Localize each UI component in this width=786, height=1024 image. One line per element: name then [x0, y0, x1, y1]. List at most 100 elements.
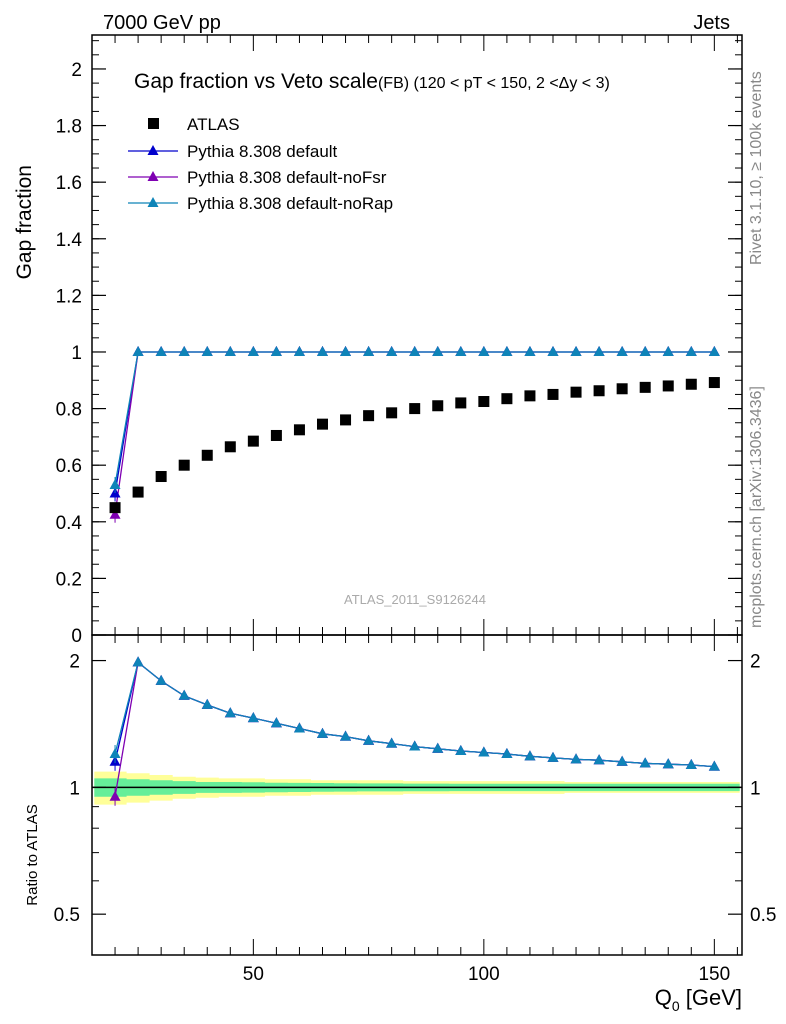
legend-label-nofsr: Pythia 8.308 default-noFsr [187, 168, 387, 187]
ratio-y-tick-label-right: 0.5 [750, 905, 776, 926]
ratio-point-noRap [662, 758, 674, 769]
ratio-point-noRap [524, 750, 536, 761]
main-y-tick-label: 1.4 [56, 230, 83, 251]
main-point-noRap [340, 345, 352, 356]
ratio-series-line-noRap [114, 661, 715, 768]
main-series-line-noFsr [114, 351, 715, 515]
main-point-atlas [270, 429, 282, 441]
main-point-noRap [639, 345, 651, 356]
ratio-point-noRap [247, 712, 259, 723]
main-point-noRap [224, 345, 236, 356]
main-y-tick-label: 0.6 [56, 456, 82, 477]
main-point-atlas [340, 414, 352, 426]
ratio-point-noRap [685, 759, 697, 770]
main-point-noRap [524, 345, 536, 356]
ratio-point-noRap [570, 753, 582, 764]
ratio-point-noRap [201, 698, 213, 709]
ratio-point-noRap [547, 751, 559, 762]
main-point-noRap [409, 345, 421, 356]
main-point-atlas [178, 459, 190, 471]
main-point-atlas [155, 471, 167, 483]
mcplots-credit-label: mcplots.cern.ch [arXiv:1306.3436] [748, 386, 765, 628]
main-point-atlas [293, 424, 305, 436]
main-point-atlas [547, 388, 559, 400]
main-point-noRap [593, 345, 605, 356]
main-point-noRap [178, 345, 190, 356]
main-point-noRap [547, 345, 559, 356]
ratio-point-noRap [639, 757, 651, 768]
ratio-point-noRap [616, 755, 628, 766]
main-point-noRap [247, 345, 259, 356]
main-point-atlas [386, 407, 398, 419]
ratio-y-tick-label: 2 [69, 652, 80, 673]
x-axis-label: Q0 [GeV] [655, 985, 742, 1014]
ratio-point-noRap [386, 737, 398, 748]
main-point-noRap [455, 345, 467, 356]
main-point-atlas [570, 386, 582, 398]
main-point-atlas [201, 449, 213, 461]
x-tick-label: 100 [468, 964, 500, 985]
legend-label-atlas: ATLAS [187, 115, 240, 134]
legend-marker-atlas [148, 118, 159, 129]
main-point-atlas [224, 441, 236, 453]
legend-marker-nofsr [147, 171, 159, 181]
main-y-axis-label: Gap fraction [13, 165, 36, 279]
main-point-atlas [639, 381, 651, 393]
main-panel: 0 0.2 0.4 0.6 0.8 1 1.2 1.4 1.6 1.8 2 [56, 35, 742, 647]
ratio-y-axis-label: Ratio to ATLAS [24, 804, 41, 905]
x-tick-label: 150 [698, 964, 730, 985]
ratio-point-noRap [224, 707, 236, 718]
main-point-noRap [363, 345, 375, 356]
x-axis-label-subscript: 0 [672, 998, 680, 1014]
main-point-atlas [132, 486, 144, 498]
main-point-atlas [455, 397, 467, 409]
main-point-noRap [685, 345, 697, 356]
main-y-tick-label: 2 [71, 60, 82, 81]
chart-subtitle: (FB) (120 < pT < 150, 2 <Δy < 3) [378, 75, 610, 92]
main-point-atlas [247, 435, 259, 447]
main-point-noRap [293, 345, 305, 356]
chart-title: Gap fraction vs Veto scale(FB) (120 < pT… [134, 70, 610, 93]
main-point-noRap [201, 345, 213, 356]
legend-marker-norap [147, 197, 159, 207]
main-y-tick-label: 0.2 [56, 569, 82, 590]
main-point-atlas [524, 390, 536, 402]
ratio-plot-frame [91, 634, 743, 956]
ratio-y-tick-label: 1 [69, 778, 80, 799]
main-point-atlas [363, 410, 375, 422]
ratio-series-line-noFsr [114, 661, 715, 797]
main-series-line-default [114, 351, 715, 494]
ratio-point-noRap [363, 734, 375, 745]
ratio-y-tick-label-right: 2 [750, 652, 761, 673]
main-point-noRap [616, 345, 628, 356]
ratio-y-tick-label: 0.5 [54, 905, 80, 926]
main-point-noRap [155, 345, 167, 356]
main-series-line-noRap [114, 351, 715, 486]
main-point-noRap [662, 345, 674, 356]
main-y-tick-label: 0 [71, 626, 82, 647]
main-point-atlas [316, 418, 328, 430]
legend-label-default: Pythia 8.308 default [187, 142, 338, 161]
main-y-tick-label: 1 [71, 343, 82, 364]
main-point-atlas [616, 383, 628, 395]
ratio-point-noRap [270, 717, 282, 728]
main-point-atlas [662, 380, 674, 392]
header-energy-label: 7000 GeV pp [103, 12, 221, 34]
main-y-tick-label: 0.4 [56, 513, 83, 534]
main-point-atlas [109, 502, 121, 514]
main-point-noRap [708, 345, 720, 356]
main-point-noRap [270, 345, 282, 356]
main-point-atlas [432, 400, 444, 412]
main-point-atlas [501, 393, 513, 405]
x-axis-label-symbol: Q [655, 985, 672, 1010]
ratio-point-noRap [432, 742, 444, 753]
rivet-version-label: Rivet 3.1.10, ≥ 100k events [748, 71, 765, 265]
main-y-tick-label: 1.6 [56, 173, 82, 194]
ratio-point-noRap [155, 674, 167, 685]
chart-title-main: Gap fraction vs Veto scale [134, 70, 378, 93]
ratio-point-noRap [478, 746, 490, 757]
legend-marker-default [147, 145, 159, 155]
ratio-point-noRap [455, 744, 467, 755]
ratio-series-line-default [114, 661, 715, 768]
